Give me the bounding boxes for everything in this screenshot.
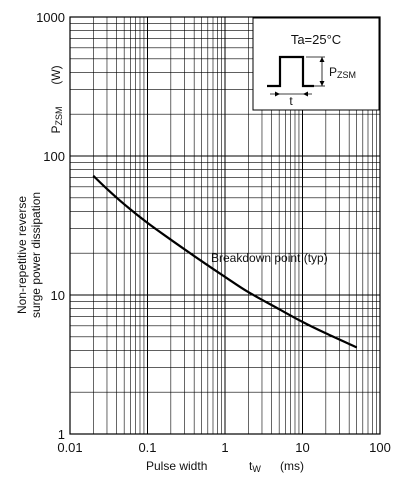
x-axis-label: Pulse width — [146, 459, 207, 473]
amplitude-arrow-down-icon — [319, 81, 325, 86]
width-arrow-left-icon — [303, 91, 308, 97]
y-axis-symbol: PZSM — [49, 106, 64, 133]
grid-lines — [70, 17, 380, 434]
inset-legend: Ta=25°C PZSM t — [252, 17, 380, 111]
x-tick-label: 1 — [221, 440, 228, 455]
inset-amplitude-label: PZSM — [329, 65, 356, 80]
y-axis-label-line1: Non-repetitive reverse — [15, 196, 29, 314]
x-tick-label: 0.1 — [138, 440, 156, 455]
x-tick-labels: 0.01 0.1 1 10 100 — [57, 440, 391, 455]
plot-frame — [69, 16, 381, 435]
width-arrow-right-icon — [275, 91, 280, 97]
amplitude-arrow-up-icon — [319, 57, 325, 62]
pulse-waveform-icon — [267, 55, 314, 88]
inset-condition: Ta=25°C — [291, 32, 341, 47]
x-tick-label: 100 — [369, 440, 391, 455]
y-tick-label: 10 — [51, 288, 65, 303]
inset-width-label: t — [289, 94, 293, 108]
y-axis-label-line2: surge power dissipation — [29, 192, 43, 318]
y-axis-unit: (W) — [49, 65, 63, 84]
y-tick-label: 1000 — [36, 10, 65, 25]
x-axis-symbol: tW — [249, 459, 261, 474]
x-tick-label: 0.01 — [57, 440, 82, 455]
y-tick-label: 100 — [43, 149, 65, 164]
inset-box — [252, 17, 380, 111]
annotation-label: Breakdown point (typ) — [211, 251, 328, 265]
x-axis-unit: (ms) — [280, 459, 304, 473]
y-tick-labels: 1 10 100 1000 — [36, 10, 65, 442]
series-group — [92, 175, 358, 349]
x-tick-label: 10 — [295, 440, 309, 455]
series-line — [92, 175, 358, 349]
y-tick-label: 1 — [58, 427, 65, 442]
